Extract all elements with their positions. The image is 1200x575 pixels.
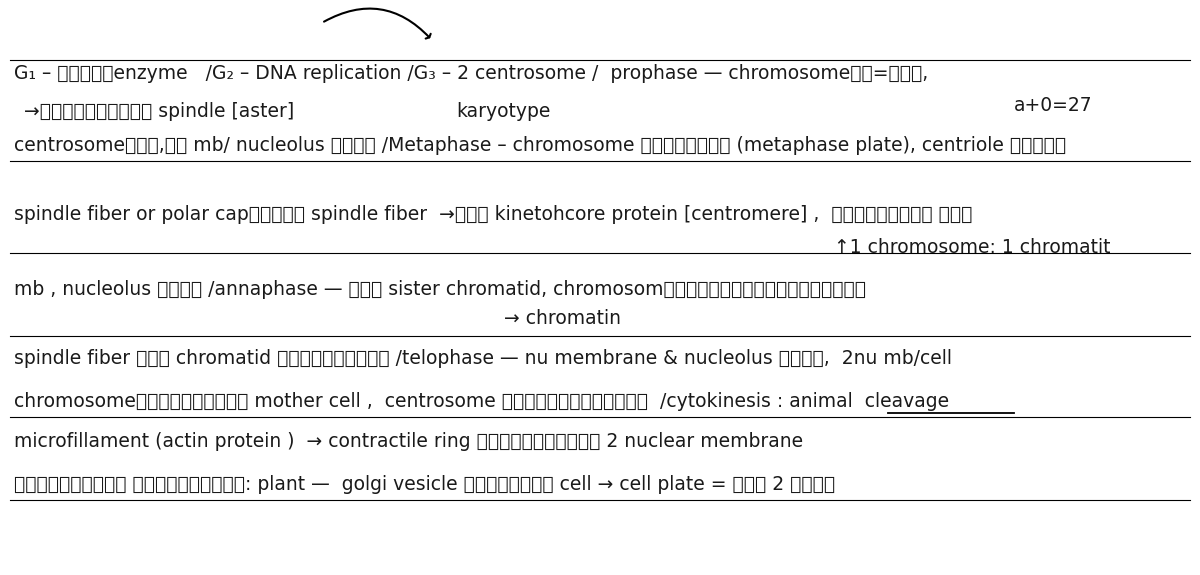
Text: spindle fiber or polar capสร้าง spindle fiber  →จับ kinetohcore protein [centrom: spindle fiber or polar capสร้าง spindle … (14, 205, 973, 224)
Text: a+0=27: a+0=27 (1014, 96, 1093, 115)
Text: centrosomeแยก,นู mb/ nucleolus สลาย /Metaphase – chromosome เป็นกลาง (metaphase : centrosomeแยก,นู mb/ nucleolus สลาย /Met… (14, 136, 1067, 155)
Text: chromosomeเหมือนเท่า mother cell ,  centrosome แยกไปคนละปี้ว  /cytokinesis : ani: chromosomeเหมือนเท่า mother cell , centr… (14, 392, 949, 411)
Text: spindle fiber ดึง chromatid เข้าหาเซล์ /telophase — nu membrane & nucleolus กลับ: spindle fiber ดึง chromatid เข้าหาเซล์ /… (14, 349, 953, 368)
Text: → chromatin: → chromatin (504, 309, 622, 328)
Text: G₁ – สร้างenzyme   /G₂ – DNA replication /G₃ – 2 centrosome /  prophase — chromo: G₁ – สร้างenzyme /G₂ – DNA replication /… (14, 64, 929, 83)
Text: คอดเป็นสอง แยกสองเซล์: plant —  golgi vesicle เป็นกลาง cell → cell plate = แยก 2: คอดเป็นสอง แยกสองเซล์: plant — golgi ves… (14, 476, 835, 494)
Text: karyotype: karyotype (456, 102, 551, 121)
Text: mb , nucleolus แล้ว /annaphase — แยก sister chromatid, chromosomเป็นสองเท่าจากเด: mb , nucleolus แล้ว /annaphase — แยก sis… (14, 280, 866, 299)
Text: microfillament (actin protein )  → contractile ring อยู่ระหว่าง 2 nuclear membra: microfillament (actin protein ) → contra… (14, 432, 804, 451)
Text: ↑1 chromosome: 1 chromatit: ↑1 chromosome: 1 chromatit (834, 238, 1110, 257)
Text: →เริ่มสร้าง spindle [aster]: →เริ่มสร้าง spindle [aster] (24, 102, 294, 121)
